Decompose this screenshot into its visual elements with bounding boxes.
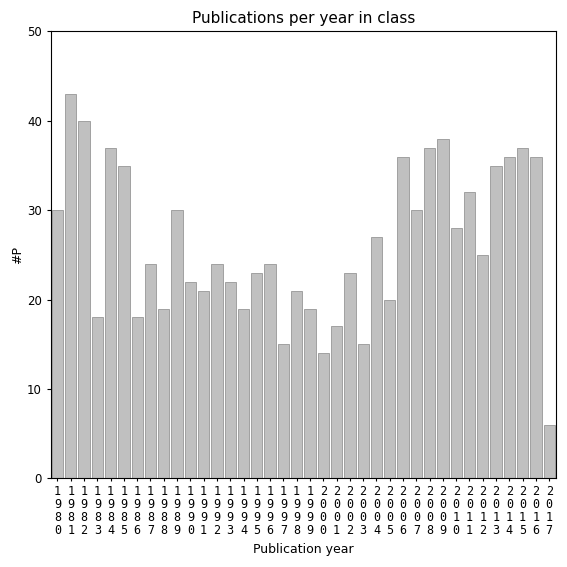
Bar bbox=[225, 282, 236, 479]
Bar bbox=[92, 318, 103, 479]
Bar bbox=[411, 210, 422, 479]
Bar bbox=[291, 291, 302, 479]
Title: Publications per year in class: Publications per year in class bbox=[192, 11, 415, 26]
Bar bbox=[278, 344, 289, 479]
Bar bbox=[517, 147, 528, 479]
Bar bbox=[105, 147, 116, 479]
Bar bbox=[251, 273, 263, 479]
Bar bbox=[358, 344, 369, 479]
Bar bbox=[464, 192, 475, 479]
X-axis label: Publication year: Publication year bbox=[253, 543, 354, 556]
Bar bbox=[304, 308, 316, 479]
Bar bbox=[78, 121, 90, 479]
Bar bbox=[318, 353, 329, 479]
Bar bbox=[211, 264, 223, 479]
Bar bbox=[384, 299, 395, 479]
Bar bbox=[371, 237, 382, 479]
Bar bbox=[185, 282, 196, 479]
Bar bbox=[530, 156, 541, 479]
Bar bbox=[544, 425, 555, 479]
Bar bbox=[437, 139, 448, 479]
Bar bbox=[344, 273, 356, 479]
Y-axis label: #P: #P bbox=[11, 246, 24, 264]
Bar bbox=[52, 210, 63, 479]
Bar bbox=[331, 327, 342, 479]
Bar bbox=[238, 308, 249, 479]
Bar bbox=[424, 147, 435, 479]
Bar bbox=[132, 318, 143, 479]
Bar bbox=[119, 166, 129, 479]
Bar bbox=[158, 308, 170, 479]
Bar bbox=[503, 156, 515, 479]
Bar bbox=[451, 228, 462, 479]
Bar bbox=[490, 166, 502, 479]
Bar bbox=[477, 255, 488, 479]
Bar bbox=[198, 291, 209, 479]
Bar bbox=[171, 210, 183, 479]
Bar bbox=[65, 94, 77, 479]
Bar bbox=[264, 264, 276, 479]
Bar bbox=[145, 264, 156, 479]
Bar bbox=[397, 156, 409, 479]
